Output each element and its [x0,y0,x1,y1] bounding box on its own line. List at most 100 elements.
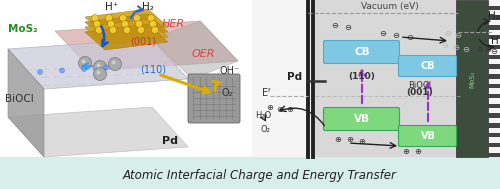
Circle shape [78,57,92,70]
Polygon shape [85,24,168,50]
Text: O₂: O₂ [260,125,270,135]
Text: H₂: H₂ [142,2,154,12]
Circle shape [138,26,144,33]
Bar [488,15,500,20]
Circle shape [110,26,116,33]
Circle shape [82,60,86,64]
Bar [488,54,500,59]
Polygon shape [85,19,168,45]
Polygon shape [8,39,188,89]
Circle shape [38,70,43,74]
Circle shape [94,20,100,28]
Bar [488,113,500,118]
Text: H₂O: H₂O [255,111,271,119]
FancyBboxPatch shape [398,125,456,146]
Text: VB: VB [420,131,436,141]
Circle shape [108,57,122,70]
Text: Eᶠ: Eᶠ [262,88,271,98]
Bar [488,45,500,49]
Circle shape [124,26,130,33]
Text: VB: VB [354,114,370,124]
Polygon shape [8,49,44,157]
Bar [488,143,500,147]
Text: OER: OER [192,49,216,59]
Bar [488,133,500,137]
Circle shape [148,15,154,22]
Polygon shape [85,14,168,40]
Text: ⊕: ⊕ [266,104,274,112]
Text: ⊖: ⊖ [476,44,484,53]
Text: BiOCl: BiOCl [408,81,432,91]
Circle shape [106,15,112,22]
Bar [488,74,500,79]
Circle shape [150,20,156,28]
Circle shape [94,67,106,81]
Text: ⊕: ⊕ [276,105,283,114]
Text: H⁺: H⁺ [106,2,118,12]
Text: CB: CB [420,61,436,71]
Text: (110): (110) [348,73,376,81]
Text: CB: CB [354,47,370,57]
Text: (001): (001) [406,88,434,98]
Text: ⊖: ⊖ [344,22,352,32]
Text: Pd: Pd [162,136,178,146]
Text: ⊖: ⊖ [452,43,460,53]
Text: Vacuum (eV): Vacuum (eV) [361,2,419,11]
Bar [488,94,500,98]
Text: ⊖: ⊖ [380,29,386,39]
Bar [488,123,500,128]
Bar [488,25,500,30]
Text: ⊕: ⊕ [402,146,409,156]
Circle shape [96,64,100,67]
Bar [488,5,500,10]
Circle shape [134,15,140,22]
Bar [488,104,500,108]
Text: ⊕: ⊕ [358,136,366,146]
FancyBboxPatch shape [324,108,400,130]
Text: ⊖: ⊖ [454,32,462,40]
Circle shape [82,67,86,71]
Text: Pd: Pd [287,72,302,82]
Text: ⊕: ⊕ [346,136,354,145]
Text: BiOCl: BiOCl [5,94,34,104]
Text: ⊖: ⊖ [332,20,338,29]
Text: ⊖: ⊖ [484,46,492,54]
Circle shape [92,15,98,22]
Bar [488,35,500,39]
Bar [252,0,500,157]
Text: (110): (110) [140,64,166,74]
Text: ⊕: ⊕ [286,105,294,114]
Text: ⊖: ⊖ [442,42,448,50]
Text: ⊖: ⊖ [462,44,469,53]
Bar [488,84,500,88]
Polygon shape [8,107,188,157]
Text: ⊕: ⊕ [414,147,422,156]
Polygon shape [85,9,168,35]
Circle shape [120,15,126,22]
Circle shape [122,20,128,28]
Text: O₂: O₂ [222,88,234,98]
Circle shape [152,26,158,33]
FancyBboxPatch shape [398,56,456,77]
Text: ⊖: ⊖ [392,32,400,40]
Bar [488,64,500,69]
Circle shape [108,20,114,28]
Text: H⁺: H⁺ [492,36,500,46]
Text: MoS₂: MoS₂ [8,24,38,34]
Bar [488,153,500,157]
Polygon shape [152,21,238,79]
Text: MoS₂: MoS₂ [469,70,475,88]
Text: (001): (001) [130,36,156,46]
Circle shape [94,60,106,74]
Circle shape [104,65,108,70]
FancyBboxPatch shape [324,40,400,64]
FancyBboxPatch shape [188,74,240,123]
Circle shape [96,70,100,74]
Polygon shape [55,21,238,71]
Text: HER: HER [162,19,185,29]
Bar [0,157,500,189]
Circle shape [136,20,142,28]
Circle shape [60,68,64,73]
Text: ⊖: ⊖ [490,46,498,56]
Bar [456,0,488,157]
